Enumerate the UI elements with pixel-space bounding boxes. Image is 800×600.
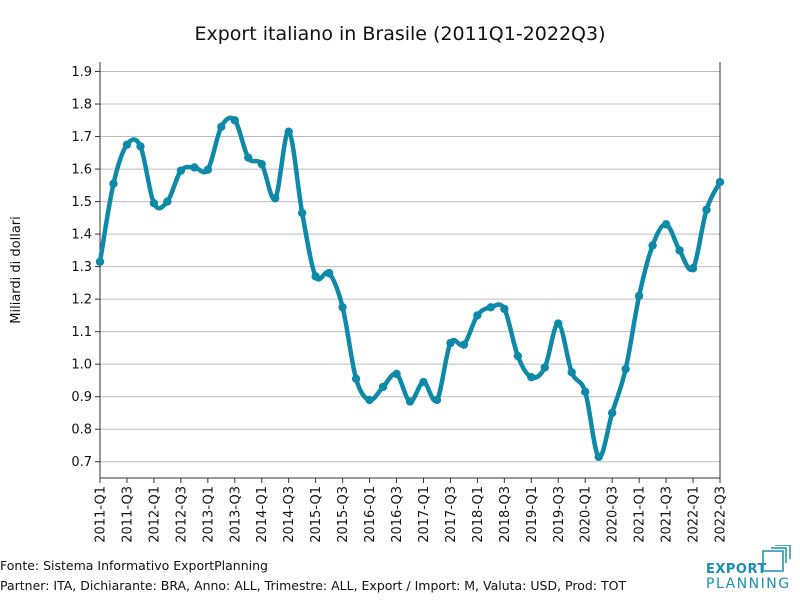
data-point [378,382,388,392]
y-tick-label: 1.3 [71,260,92,275]
y-tick-labels: 0.7 0.8 0.9 1.0 1.1 1.2 1.3 1.4 1.5 1.6 1.7 1.8 1.9 [71,65,100,470]
y-tick-label: 1.5 [71,195,92,210]
data-point [473,311,482,320]
data-point [136,142,145,151]
data-point [351,374,361,384]
y-tick-label: 1.7 [71,130,92,145]
x-tick-label: 2020-Q3 [606,486,621,543]
data-point [594,452,603,462]
data-point [661,220,671,229]
chart-title: Export italiano in Brasile (2011Q1-2022Q… [194,23,605,45]
x-tick-label: 2021-Q3 [660,486,675,543]
data-point [163,197,172,206]
data-point [513,351,523,361]
data-points [95,116,725,462]
data-point [459,340,469,349]
data-point [432,395,442,405]
x-tick-label: 2015-Q1 [309,486,324,543]
x-tick-label: 2016-Q1 [363,486,378,543]
data-point [297,208,307,218]
x-tick-label: 2013-Q3 [228,486,243,543]
x-tick-label: 2016-Q3 [390,486,405,543]
y-tick-label: 1.0 [71,358,92,373]
y-tick-label: 1.6 [71,163,92,178]
data-point [648,241,657,250]
x-tick-label: 2019-Q3 [552,486,567,543]
exportplanning-logo: EXPORT PLANNING [705,545,797,595]
axes [99,62,721,479]
data-point [338,303,347,312]
data-point [540,363,549,372]
data-point [149,199,159,208]
data-point [109,179,118,188]
data-point [688,264,698,273]
x-tick-label: 2017-Q1 [417,486,432,543]
logo-mark-icon [762,545,791,572]
x-tick-label: 2020-Q1 [579,486,594,543]
data-point [230,116,239,125]
x-tick-label: 2018-Q1 [471,486,486,543]
data-point [581,387,590,397]
data-point [271,194,280,203]
data-point [95,257,105,266]
y-tick-label: 0.8 [71,423,92,438]
data-point [203,165,213,174]
data-point [365,395,374,405]
data-point [554,319,563,328]
data-point [217,122,226,131]
x-tick-label: 2011-Q1 [94,486,109,543]
x-tick-label: 2021-Q1 [633,486,648,543]
data-point [419,377,428,387]
data-point [527,372,536,382]
x-tick-label: 2014-Q1 [255,486,270,543]
query-parameters: Partner: ITA, Dichiarante: BRA, Anno: AL… [0,578,627,593]
y-tick-label: 1.1 [71,325,92,340]
x-tick-label: 2011-Q3 [120,486,135,543]
data-point [607,408,617,418]
data-point [324,268,334,278]
y-tick-label: 1.8 [71,98,92,113]
data-point [190,163,199,172]
logo-text-bottom: PLANNING [706,576,791,592]
y-axis-label: Miliardi di dollari [9,216,24,323]
x-tick-label: 2014-Q3 [282,486,297,543]
data-point [567,368,576,377]
y-tick-label: 0.9 [71,390,92,405]
y-tick-label: 0.7 [71,455,92,470]
data-point [284,127,293,136]
x-tick-label: 2018-Q3 [498,486,513,543]
x-tick-label: 2022-Q3 [714,486,729,543]
x-tick-label: 2012-Q3 [174,486,189,543]
data-point [405,397,415,406]
data-point [122,140,132,149]
x-tick-label: 2022-Q1 [687,486,702,543]
data-point [446,338,455,348]
x-tick-label: 2012-Q1 [147,486,162,543]
data-point [244,153,253,162]
x-tick-label: 2017-Q3 [444,486,459,543]
x-tick-labels: 2011-Q1 2011-Q3 2012-Q1 2012-Q3 2013-Q1 2013-… [94,478,729,543]
data-point [634,291,644,301]
y-tick-label: 1.4 [71,228,92,243]
data-point [257,159,266,169]
source-note: Fonte: Sistema Informativo ExportPlannin… [0,558,268,573]
data-point [675,246,684,255]
data-point [621,364,630,374]
data-point [715,177,725,187]
data-point [176,166,186,175]
y-tick-label: 1.9 [71,65,92,80]
data-point [311,272,320,281]
data-point [486,303,496,312]
x-tick-label: 2019-Q1 [525,486,540,543]
x-tick-label: 2015-Q3 [336,486,351,543]
data-point [702,205,711,214]
x-tick-label: 2013-Q1 [201,486,216,543]
data-point [500,304,509,314]
logo-text-top: EXPORT [706,562,767,577]
y-tick-label: 1.2 [71,293,92,308]
grid-lines [100,71,720,463]
data-point [392,369,401,379]
